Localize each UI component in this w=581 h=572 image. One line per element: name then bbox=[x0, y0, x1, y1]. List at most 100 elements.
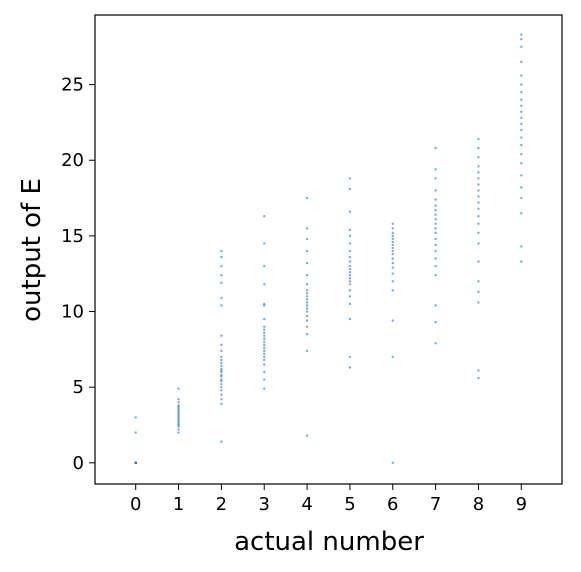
data-point bbox=[477, 195, 480, 198]
data-point bbox=[263, 302, 266, 306]
data-point bbox=[263, 340, 266, 343]
data-point bbox=[348, 317, 352, 321]
data-point bbox=[220, 364, 223, 368]
data-point bbox=[477, 207, 480, 210]
data-point bbox=[477, 376, 480, 380]
y-tick-label: 15 bbox=[61, 226, 84, 247]
data-point bbox=[220, 249, 223, 253]
data-point bbox=[305, 319, 309, 322]
data-point bbox=[305, 292, 309, 295]
data-point bbox=[263, 343, 266, 347]
plot-area bbox=[94, 14, 563, 485]
data-point bbox=[220, 398, 223, 401]
data-point bbox=[391, 234, 394, 238]
data-point bbox=[263, 358, 266, 362]
data-point bbox=[391, 240, 394, 244]
data-point bbox=[391, 261, 394, 265]
data-point bbox=[305, 349, 309, 353]
data-point bbox=[391, 227, 394, 230]
data-point bbox=[305, 304, 309, 307]
data-point bbox=[220, 393, 223, 396]
data-point bbox=[220, 358, 223, 362]
data-point bbox=[134, 461, 137, 465]
data-point bbox=[477, 242, 480, 245]
data-point bbox=[520, 98, 523, 101]
data-point bbox=[391, 355, 394, 359]
data-point bbox=[477, 183, 480, 186]
data-point bbox=[305, 301, 309, 304]
data-point bbox=[391, 222, 394, 225]
data-point bbox=[434, 243, 437, 247]
data-point bbox=[434, 320, 437, 324]
data-point bbox=[220, 296, 223, 300]
data-point bbox=[263, 283, 266, 286]
data-point bbox=[305, 298, 309, 301]
data-point bbox=[177, 404, 180, 407]
data-point bbox=[305, 434, 309, 437]
data-point bbox=[134, 431, 137, 434]
data-point bbox=[520, 60, 523, 64]
data-point bbox=[220, 343, 223, 347]
data-point bbox=[520, 33, 523, 36]
y-tick-label: 25 bbox=[61, 75, 84, 96]
data-point bbox=[305, 237, 309, 241]
data-point bbox=[220, 274, 223, 277]
data-point bbox=[391, 231, 394, 235]
data-point bbox=[263, 337, 266, 340]
data-point bbox=[305, 289, 309, 292]
data-point bbox=[434, 189, 437, 192]
data-point bbox=[305, 274, 309, 277]
data-point bbox=[348, 242, 352, 245]
data-point bbox=[263, 215, 266, 218]
data-point bbox=[305, 283, 309, 286]
data-point bbox=[177, 401, 180, 404]
data-point bbox=[477, 189, 480, 192]
x-tick-label: 8 bbox=[473, 494, 484, 515]
y-axis-label: output of E bbox=[17, 178, 47, 322]
data-point bbox=[477, 137, 480, 141]
data-point bbox=[305, 196, 309, 200]
data-point bbox=[263, 355, 266, 359]
data-point bbox=[305, 314, 309, 318]
data-point bbox=[391, 266, 394, 269]
data-point bbox=[477, 215, 480, 218]
data-point bbox=[477, 301, 480, 304]
data-point bbox=[220, 349, 223, 353]
data-point bbox=[520, 196, 523, 200]
y-tick-label: 5 bbox=[73, 377, 84, 398]
data-point bbox=[434, 231, 437, 235]
x-tick-label: 4 bbox=[301, 494, 312, 515]
data-point bbox=[434, 342, 437, 345]
x-tick-label: 7 bbox=[430, 494, 441, 515]
data-point bbox=[391, 319, 394, 322]
data-point bbox=[391, 243, 394, 247]
data-point bbox=[391, 272, 394, 275]
data-point bbox=[391, 237, 394, 241]
data-point bbox=[263, 328, 266, 331]
data-point bbox=[434, 177, 437, 180]
data-point bbox=[348, 355, 352, 359]
data-point bbox=[348, 283, 352, 286]
data-point bbox=[348, 280, 352, 283]
data-point bbox=[520, 122, 523, 126]
data-point bbox=[263, 264, 266, 268]
data-point bbox=[477, 280, 480, 283]
data-point bbox=[477, 260, 480, 263]
data-point bbox=[391, 246, 394, 250]
data-point bbox=[520, 74, 523, 77]
data-point bbox=[520, 186, 523, 189]
data-point bbox=[520, 143, 523, 147]
data-point bbox=[434, 222, 437, 225]
data-point bbox=[477, 369, 480, 372]
data-point bbox=[520, 104, 523, 107]
data-point bbox=[220, 304, 223, 307]
data-point bbox=[220, 402, 223, 406]
x-tick-label: 2 bbox=[216, 494, 227, 515]
data-point bbox=[434, 257, 437, 260]
data-point bbox=[434, 208, 437, 212]
data-point bbox=[477, 231, 480, 235]
y-tick-label: 10 bbox=[61, 302, 84, 323]
data-point bbox=[520, 152, 523, 156]
data-point bbox=[391, 280, 394, 283]
data-point bbox=[220, 361, 223, 365]
